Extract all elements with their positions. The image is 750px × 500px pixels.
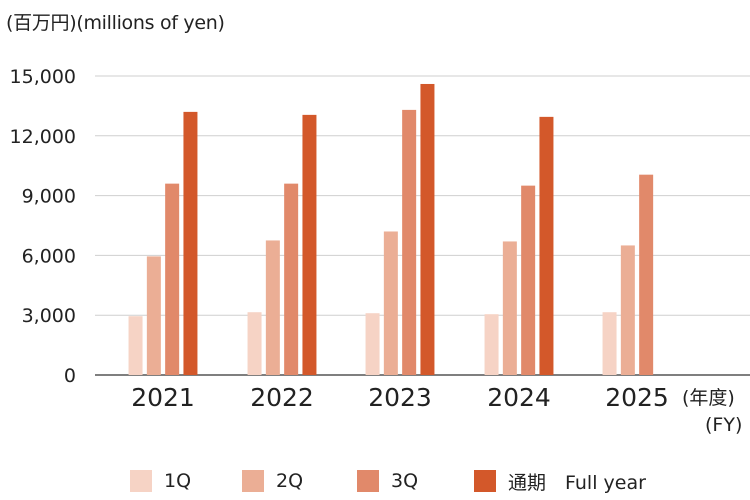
x-tick-label-2025: 2025	[605, 383, 669, 412]
legend-item-1q: 1Q	[130, 468, 191, 494]
bar-2025-3q	[639, 174, 654, 375]
legend-label-full-year: 通期 Full year	[508, 471, 646, 494]
bar-2023-1q	[365, 313, 380, 375]
bar-2021-full-year	[183, 111, 198, 375]
legend-swatch-2q	[242, 470, 264, 492]
bar-2024-1q	[484, 314, 499, 375]
legend-item-2q: 2Q	[242, 468, 303, 494]
legend-label-3q: 3Q	[391, 470, 419, 492]
bar-2022-full-year	[302, 114, 317, 376]
legend-swatch-full-year	[474, 470, 496, 492]
bar-2022-1q	[247, 312, 262, 375]
bar-2025-1q	[602, 312, 617, 375]
legend-swatch-1q	[130, 470, 152, 492]
bar-2023-2q	[383, 231, 398, 375]
legend-label-2q: 2Q	[276, 470, 304, 492]
bar-2021-2q	[146, 256, 161, 375]
bar-2023-full-year	[420, 83, 435, 376]
x-tick-label-2023: 2023	[368, 383, 432, 412]
x-tick-label-2024: 2024	[487, 383, 551, 412]
legend-item-full-year: 通期 Full year	[474, 468, 646, 494]
y-tick-label: 0	[64, 365, 76, 387]
bar-2023-3q	[402, 109, 417, 376]
bar-chart: 0 3,000 6,000 9,000 12,000 15,000 2021 2022 2023…	[10, 66, 750, 412]
y-tick-label: 6,000	[22, 245, 76, 267]
unit-label: (百万円)(millions of yen)	[6, 12, 225, 34]
bar-2021-3q	[165, 183, 180, 375]
bar-2024-full-year	[539, 116, 554, 375]
bar-2025-2q	[620, 245, 635, 375]
x-tick-label-2021: 2021	[131, 383, 195, 412]
fiscal-year-label-jp: (年度)	[682, 387, 735, 409]
bar-2024-2q	[502, 241, 517, 375]
bar-2022-2q	[265, 240, 280, 375]
x-tick-label-2022: 2022	[250, 383, 314, 412]
y-tick-label: 3,000	[22, 305, 76, 327]
y-tick-label: 12,000	[10, 126, 76, 148]
bar-2022-3q	[284, 183, 299, 375]
y-tick-label: 9,000	[22, 186, 76, 208]
bar-2024-3q	[521, 185, 536, 375]
legend-swatch-3q	[357, 470, 379, 492]
legend-label-1q: 1Q	[164, 470, 192, 492]
legend: 1Q 2Q 3Q 通期 Full year	[0, 468, 750, 494]
fiscal-year-label-en: (FY)	[705, 414, 743, 436]
bar-2021-1q	[128, 316, 143, 375]
y-tick-label: 15,000	[10, 66, 76, 88]
legend-item-3q: 3Q	[357, 468, 418, 494]
